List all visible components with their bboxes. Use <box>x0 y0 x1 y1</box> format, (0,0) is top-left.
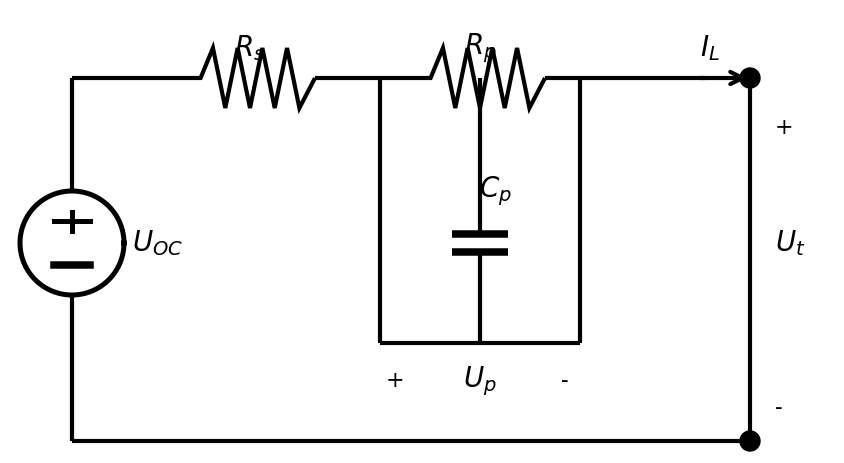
Text: $R_s$: $R_s$ <box>235 33 266 63</box>
Text: +: + <box>386 370 404 392</box>
Circle shape <box>740 431 760 451</box>
Text: -: - <box>561 370 569 392</box>
Text: $U_p$: $U_p$ <box>463 364 497 398</box>
Text: $U_{OC}$: $U_{OC}$ <box>132 228 183 258</box>
Text: $R_p$: $R_p$ <box>463 31 496 65</box>
Circle shape <box>740 68 760 88</box>
Text: $C_p$: $C_p$ <box>479 174 511 208</box>
Text: +: + <box>775 117 793 139</box>
Text: $U_t$: $U_t$ <box>775 228 805 258</box>
Text: $I_L$: $I_L$ <box>700 33 720 63</box>
Text: -: - <box>775 397 782 419</box>
